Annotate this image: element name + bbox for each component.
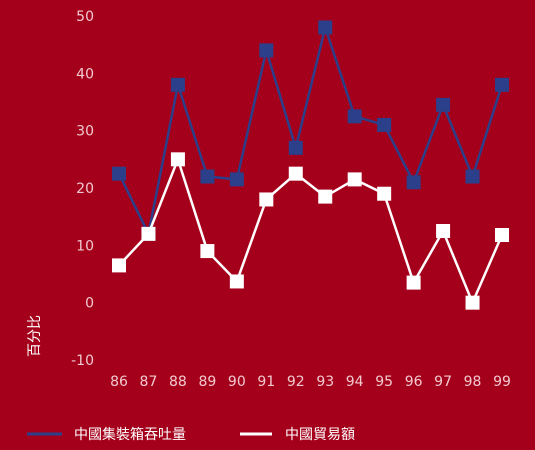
data-point <box>288 166 303 181</box>
data-point <box>347 172 362 187</box>
series-line-1 <box>118 158 504 304</box>
x-tick-label: 91 <box>257 374 275 390</box>
data-point <box>229 172 244 187</box>
y-tick-label: 50 <box>76 9 94 25</box>
data-point <box>229 274 244 289</box>
data-point <box>259 192 274 207</box>
data-point <box>259 43 274 58</box>
y-axis-ticks: 50 40 30 20 10 0 -10 <box>71 9 94 369</box>
x-tick-label: 95 <box>375 374 393 390</box>
data-point <box>200 169 215 184</box>
series-line-0 <box>117 26 504 236</box>
data-point <box>112 166 126 181</box>
data-point <box>377 117 392 132</box>
y-tick-label: 10 <box>76 238 94 254</box>
data-point <box>465 169 480 184</box>
legend-label-series-0: 中國集裝箱吞吐量 <box>74 426 186 443</box>
x-tick-label: 87 <box>140 374 158 390</box>
data-point <box>436 224 451 238</box>
data-point <box>288 140 303 155</box>
legend-label-series-1: 中國貿易額 <box>285 427 355 443</box>
data-point <box>347 109 362 124</box>
y-tick-label: 30 <box>76 124 94 140</box>
data-point <box>170 152 185 167</box>
data-point <box>465 295 480 310</box>
y-tick-label: 0 <box>85 296 94 312</box>
data-point <box>141 226 156 241</box>
data-point <box>495 77 509 92</box>
x-tick-label: 93 <box>316 374 334 390</box>
x-tick-label: 98 <box>464 374 482 390</box>
series-layer <box>112 20 509 310</box>
y-tick-label: 20 <box>76 181 94 197</box>
data-point <box>318 189 333 204</box>
x-tick-label: 97 <box>434 374 452 390</box>
data-point <box>495 228 509 243</box>
data-point <box>436 97 451 112</box>
x-tick-label: 90 <box>228 374 246 390</box>
x-tick-label: 94 <box>346 374 364 390</box>
x-tick-label: 86 <box>110 374 128 390</box>
data-point <box>112 258 126 273</box>
x-tick-label: 92 <box>287 374 305 390</box>
data-point <box>406 275 421 290</box>
y-tick-label: 40 <box>76 66 94 82</box>
y-tick-label: -10 <box>71 353 94 369</box>
series-1 <box>112 152 509 310</box>
x-tick-label: 99 <box>493 374 511 390</box>
x-tick-label: 88 <box>169 374 187 390</box>
y-axis-label: 百分比 <box>27 315 43 357</box>
data-point <box>170 77 185 92</box>
legend: 中國集裝箱吞吐量 中國貿易額 <box>27 426 355 443</box>
x-axis-ticks: 86 87 88 89 90 91 92 93 94 95 96 97 98 99 <box>110 374 511 390</box>
x-tick-label: 96 <box>405 374 423 390</box>
data-point <box>318 20 333 35</box>
data-point <box>406 175 421 190</box>
x-tick-label: 89 <box>198 374 216 390</box>
data-point <box>377 186 392 201</box>
data-point <box>200 244 215 259</box>
series-0 <box>112 20 509 241</box>
